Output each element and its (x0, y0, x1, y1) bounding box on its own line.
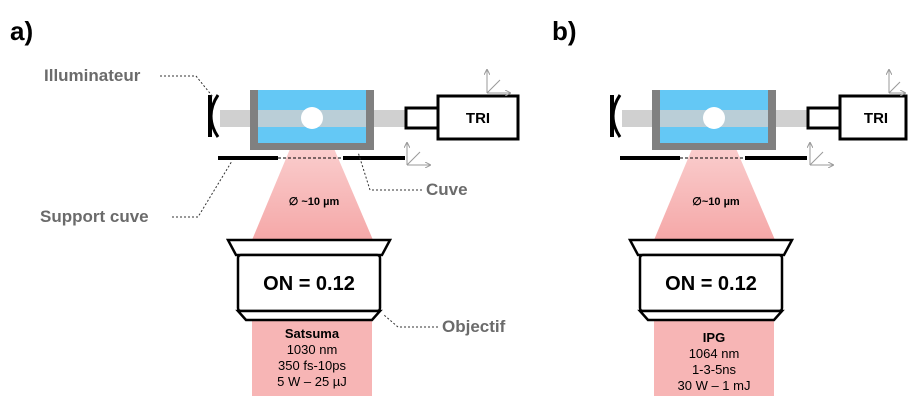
laser-pulse: 1-3-5ns (692, 362, 737, 377)
laser-column (252, 318, 372, 396)
illuminator-icon (208, 94, 220, 138)
camera-tri: TRI (404, 94, 520, 141)
objective-label: Objectif (442, 317, 506, 336)
support-leader (172, 160, 233, 218)
cuvette-leader (357, 151, 422, 191)
spot-size-label: ∅~10 µm (692, 196, 740, 208)
laser-column (654, 318, 774, 396)
panel-a-letter: a) (10, 16, 33, 46)
laser-pulse: 350 fs-10ps (278, 358, 346, 373)
laser-cone (252, 125, 373, 240)
objective-leader (383, 314, 438, 328)
panel-a: a) TRI (10, 16, 520, 396)
axes-icon (487, 70, 510, 93)
axes-icon (810, 143, 833, 165)
camera-label: TRI (864, 110, 888, 127)
focal-spot (301, 107, 323, 129)
laser-name: IPG (703, 330, 725, 345)
cuvette-label: Cuve (426, 180, 468, 199)
objective-lens: ON = 0.12 (627, 238, 795, 322)
numerical-aperture: ON = 0.12 (263, 273, 355, 295)
panel-b: b) TRI (552, 16, 908, 396)
axes-icon (407, 143, 430, 165)
camera-tri: TRI (806, 94, 908, 141)
laser-cone (654, 125, 775, 240)
laser-power: 5 W – 25 µJ (277, 374, 347, 389)
cuvette (652, 90, 776, 150)
illuminator-label: Illuminateur (44, 66, 141, 85)
support-label: Support cuve (40, 207, 149, 226)
objective-lens: ON = 0.12 (225, 238, 393, 322)
panel-b-letter: b) (552, 16, 577, 46)
axes-icon (889, 70, 905, 93)
illuminator-icon (610, 94, 622, 138)
cuvette (250, 90, 374, 150)
laser-name: Satsuma (285, 326, 340, 341)
laser-wavelength: 1064 nm (689, 346, 740, 361)
laser-power: 30 W – 1 mJ (678, 378, 751, 393)
laser-wavelength: 1030 nm (287, 342, 338, 357)
spot-size-label: ∅ ~10 µm (289, 196, 340, 208)
numerical-aperture: ON = 0.12 (665, 273, 757, 295)
illuminator-leader (160, 75, 214, 98)
focal-spot (703, 107, 725, 129)
camera-label: TRI (466, 110, 490, 127)
